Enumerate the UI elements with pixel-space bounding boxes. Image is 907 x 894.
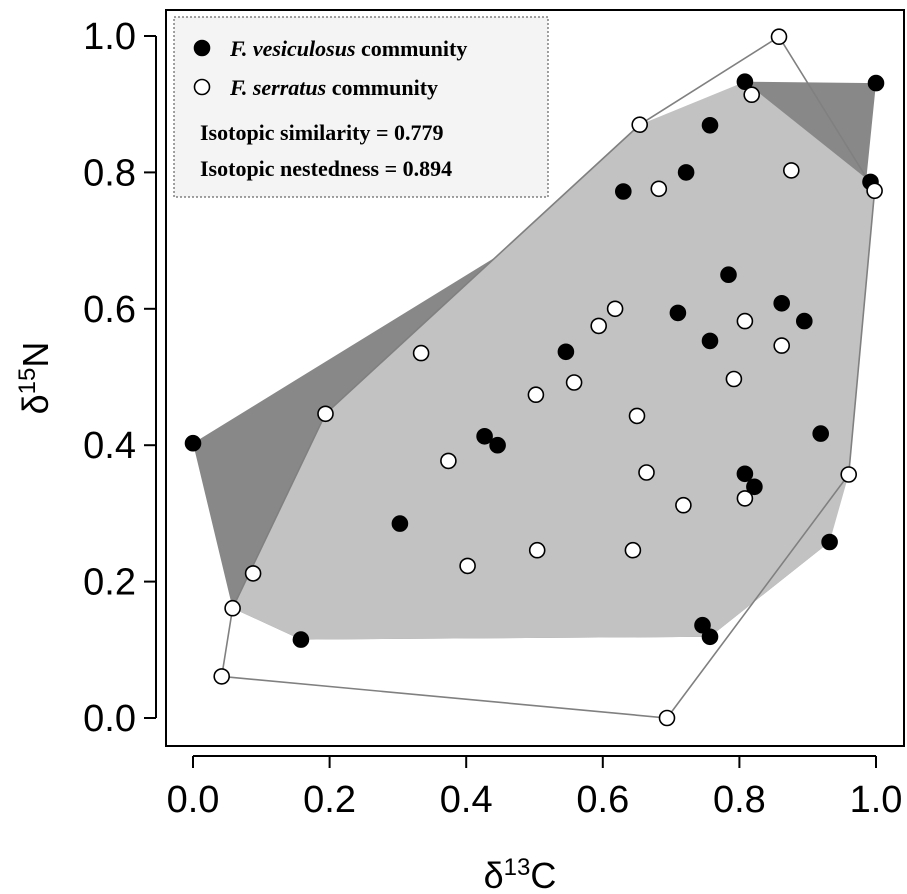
point-vesiculosus (773, 294, 791, 312)
point-vesiculosus (701, 332, 719, 350)
point-vesiculosus (821, 533, 838, 551)
point-vesiculosus (701, 117, 719, 134)
y-tick-label: 0.4 (83, 425, 136, 467)
point-vesiculosus (694, 616, 711, 634)
point-serratus (770, 28, 788, 46)
x-tick-label: 0.8 (713, 779, 766, 821)
point-serratus (565, 374, 583, 391)
points-layer (184, 28, 885, 727)
point-serratus (213, 668, 230, 685)
point-serratus (631, 116, 649, 133)
point-vesiculosus (812, 425, 830, 442)
point-vesiculosus (669, 304, 687, 322)
point-serratus (224, 599, 241, 617)
point-vesiculosus (184, 434, 202, 452)
y-axis-title: δ15N (14, 342, 57, 415)
point-serratus (840, 466, 858, 483)
x-axis-title: δ13C (484, 854, 557, 894)
point-serratus (650, 180, 668, 198)
point-serratus (317, 405, 334, 423)
plot-frame (165, 9, 905, 747)
point-serratus (628, 407, 646, 425)
y-tick-label: 1.0 (83, 16, 136, 58)
y-tick-label: 0.6 (83, 289, 136, 331)
annotation-similarity: Isotopic similarity = 0.779 (200, 120, 444, 145)
point-serratus (638, 464, 655, 481)
point-vesiculosus (677, 164, 695, 181)
point-vesiculosus (489, 436, 506, 454)
point-vesiculosus (795, 312, 813, 330)
point-serratus (658, 709, 676, 727)
point-serratus (440, 452, 457, 470)
point-vesiculosus (476, 427, 493, 445)
x-axis: 0.0 0.2 0.4 0.6 0.8 1.0 (167, 755, 903, 821)
x-tick-label: 0.4 (440, 779, 493, 821)
y-tick-label: 0.0 (83, 698, 136, 740)
x-tick-label: 0.2 (303, 779, 356, 821)
legend: F. vesiculosus community F. serratus com… (173, 16, 549, 198)
point-vesiculosus (720, 266, 737, 284)
y-axis: 0.0 0.2 0.4 0.6 0.8 1.0 (83, 16, 157, 740)
legend-marker-vesiculosus (193, 39, 211, 57)
point-serratus (866, 182, 883, 200)
point-serratus (244, 565, 262, 582)
point-serratus (459, 557, 476, 575)
legend-marker-serratus (193, 78, 211, 96)
point-serratus (624, 541, 642, 559)
point-vesiculosus (736, 73, 754, 90)
point-serratus (743, 86, 761, 103)
legend-label-serratus: F. serratus community (229, 75, 438, 100)
point-vesiculosus (614, 183, 632, 200)
point-serratus (773, 337, 791, 354)
x-tick-label: 0.6 (576, 779, 629, 821)
point-vesiculosus (746, 478, 763, 496)
point-serratus (527, 386, 545, 404)
hull-overlap (232, 81, 875, 640)
point-serratus (725, 370, 743, 388)
point-serratus (675, 496, 692, 514)
point-vesiculosus (292, 631, 310, 648)
point-vesiculosus (391, 515, 409, 532)
point-serratus (606, 300, 624, 318)
point-serratus (590, 317, 608, 335)
point-vesiculosus (867, 74, 885, 92)
point-vesiculosus (557, 343, 575, 361)
legend-box (173, 16, 549, 198)
point-serratus (782, 162, 800, 179)
legend-label-vesiculosus: F. vesiculosus community (229, 36, 467, 61)
annotation-nestedness: Isotopic nestedness = 0.894 (200, 156, 452, 181)
y-tick-label: 0.8 (83, 152, 136, 194)
point-serratus (736, 490, 754, 507)
point-serratus (736, 312, 754, 330)
x-tick-label: 0.0 (167, 779, 220, 821)
x-tick-label: 1.0 (850, 779, 903, 821)
point-vesiculosus (701, 628, 719, 646)
y-tick-label: 0.2 (83, 562, 136, 604)
point-vesiculosus (736, 465, 754, 483)
point-serratus (412, 344, 430, 362)
point-serratus (528, 541, 546, 559)
